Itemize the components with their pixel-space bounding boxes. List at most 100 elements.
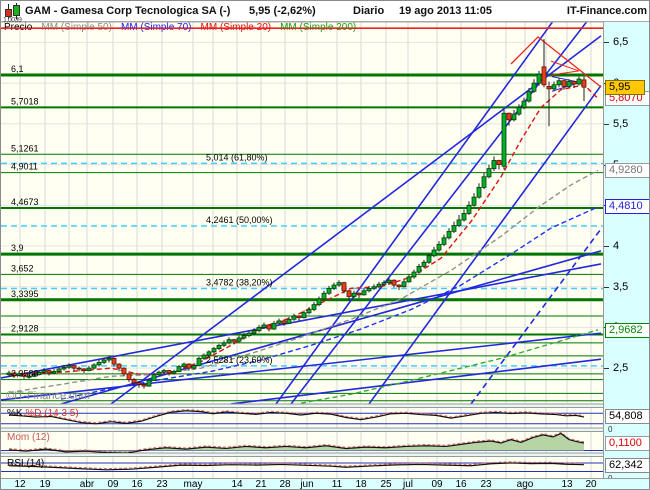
momentum-value-box: 0,1100 (605, 436, 649, 451)
time-tick-label: 23 (156, 479, 168, 490)
candle (361, 290, 367, 296)
ma200-value-box: 2,9682 (605, 322, 649, 338)
candle (276, 320, 282, 324)
candle (406, 276, 412, 283)
time-tick-label: jul (402, 479, 414, 490)
candle (196, 357, 202, 367)
price-panel[interactable]: 6,1 5,7018 5,1261 4,9011 4,4673 3,9 3,652 3,339… (1, 19, 603, 404)
candle (291, 315, 297, 320)
candle (486, 168, 492, 178)
legend-price-label[interactable]: Precio (4, 22, 33, 33)
mom-panel[interactable] (1, 431, 603, 453)
brand-link[interactable]: IT-Finance.com (566, 5, 647, 17)
candle (566, 81, 572, 87)
price-tick-mark (604, 246, 609, 247)
candle (521, 100, 527, 108)
candle (311, 304, 317, 310)
candle (46, 370, 52, 374)
candle (201, 354, 207, 359)
rsi-panel[interactable] (1, 461, 603, 473)
time-tick-label: 25 (380, 479, 392, 490)
price-level-label: 6,1 (11, 64, 24, 74)
candle (41, 370, 47, 373)
candle (56, 368, 62, 372)
time-tick-label: 16 (131, 479, 143, 490)
candle (226, 339, 232, 344)
time-tick-label: 13 (561, 479, 573, 490)
candle (256, 327, 262, 332)
candle (471, 196, 477, 206)
candle (416, 265, 422, 273)
candle (151, 374, 157, 381)
candle (211, 348, 217, 353)
momentum-label[interactable]: Mom (12) (7, 432, 50, 443)
stoch-panel[interactable] (1, 409, 603, 425)
candle (171, 371, 177, 374)
candle (66, 365, 72, 368)
candle (21, 373, 27, 377)
price-level-label: 4,4673 (11, 197, 39, 207)
candle (106, 357, 112, 361)
candle (526, 90, 532, 102)
title-bar: GAM - Gamesa Corp Tecnologica SA (-) 5,9… (1, 1, 649, 22)
price-level-label: 2,3588 (11, 369, 39, 379)
legend-ma-item[interactable]: MM (Simple 20) (200, 22, 272, 33)
candle (561, 80, 567, 87)
time-tick-label: 18 (355, 479, 367, 490)
rsi-label[interactable]: RSI (14) (7, 458, 45, 469)
candle (456, 219, 462, 227)
candle (91, 364, 97, 369)
legend-ma-item[interactable]: MM (Simple 70) (120, 22, 192, 33)
candle (401, 281, 407, 288)
price-tick-mark (604, 286, 609, 288)
time-axis[interactable]: 12 19 abr 09 16 23 may 14 21 28 jun 11 18 25 jul 09 16 23… (1, 478, 649, 490)
candle (306, 309, 312, 314)
candle (421, 261, 427, 267)
price-tick-mark (604, 368, 609, 370)
candle (76, 367, 82, 370)
price-level-label: 5,7018 (11, 96, 39, 106)
stochastic-label[interactable]: %K %D (14 3 5) (7, 408, 79, 419)
candle (26, 375, 32, 378)
candle (231, 339, 237, 342)
time-tick-label: 23 (480, 479, 492, 490)
candle (326, 287, 332, 294)
candlesticks (6, 39, 587, 389)
price-axis[interactable]: 6,565,554,543,532,55,80705,954,92804,481… (603, 22, 649, 483)
candle (161, 370, 167, 373)
time-tick-label: 20 (585, 479, 597, 490)
time-tick-label: 21 (255, 479, 267, 490)
candle (461, 213, 467, 221)
price-tick-label: 3,5 (613, 280, 629, 293)
candle (546, 85, 552, 90)
candle (181, 363, 187, 367)
timeframe-label[interactable]: Diario (353, 5, 385, 17)
price-level-label: 3,9 (11, 243, 24, 253)
time-tick-label: 28 (279, 479, 291, 490)
time-tick-label: ago (516, 479, 534, 490)
candle (186, 363, 192, 369)
candle (11, 372, 17, 376)
chart-background (1, 22, 603, 478)
time-tick-label: abr (79, 479, 95, 490)
time-tick-label: 11 (331, 479, 343, 490)
candle (341, 282, 347, 292)
candle (466, 204, 472, 214)
candle (16, 373, 22, 376)
datetime-label: 19 ago 2013 11:05 (399, 5, 492, 17)
candle (451, 225, 457, 232)
candle (261, 324, 267, 328)
price-tick-label: 6,5 (613, 36, 629, 49)
fib-level-label: 3,4782 (38,20%) (206, 277, 273, 287)
candle (51, 371, 57, 374)
candle (441, 237, 447, 245)
legend-ma-item[interactable]: MM (Simple 200) (280, 22, 357, 33)
legend-ma-item[interactable]: MM (Simple 50) (41, 22, 112, 33)
ma20-value-box: 5,8070 (605, 91, 649, 107)
price-tick-mark (604, 123, 609, 125)
candle (206, 351, 212, 356)
symbol-title: GAM - Gamesa Corp Tecnologica SA (-) (25, 5, 231, 17)
candle (266, 324, 272, 330)
candle (31, 374, 37, 377)
